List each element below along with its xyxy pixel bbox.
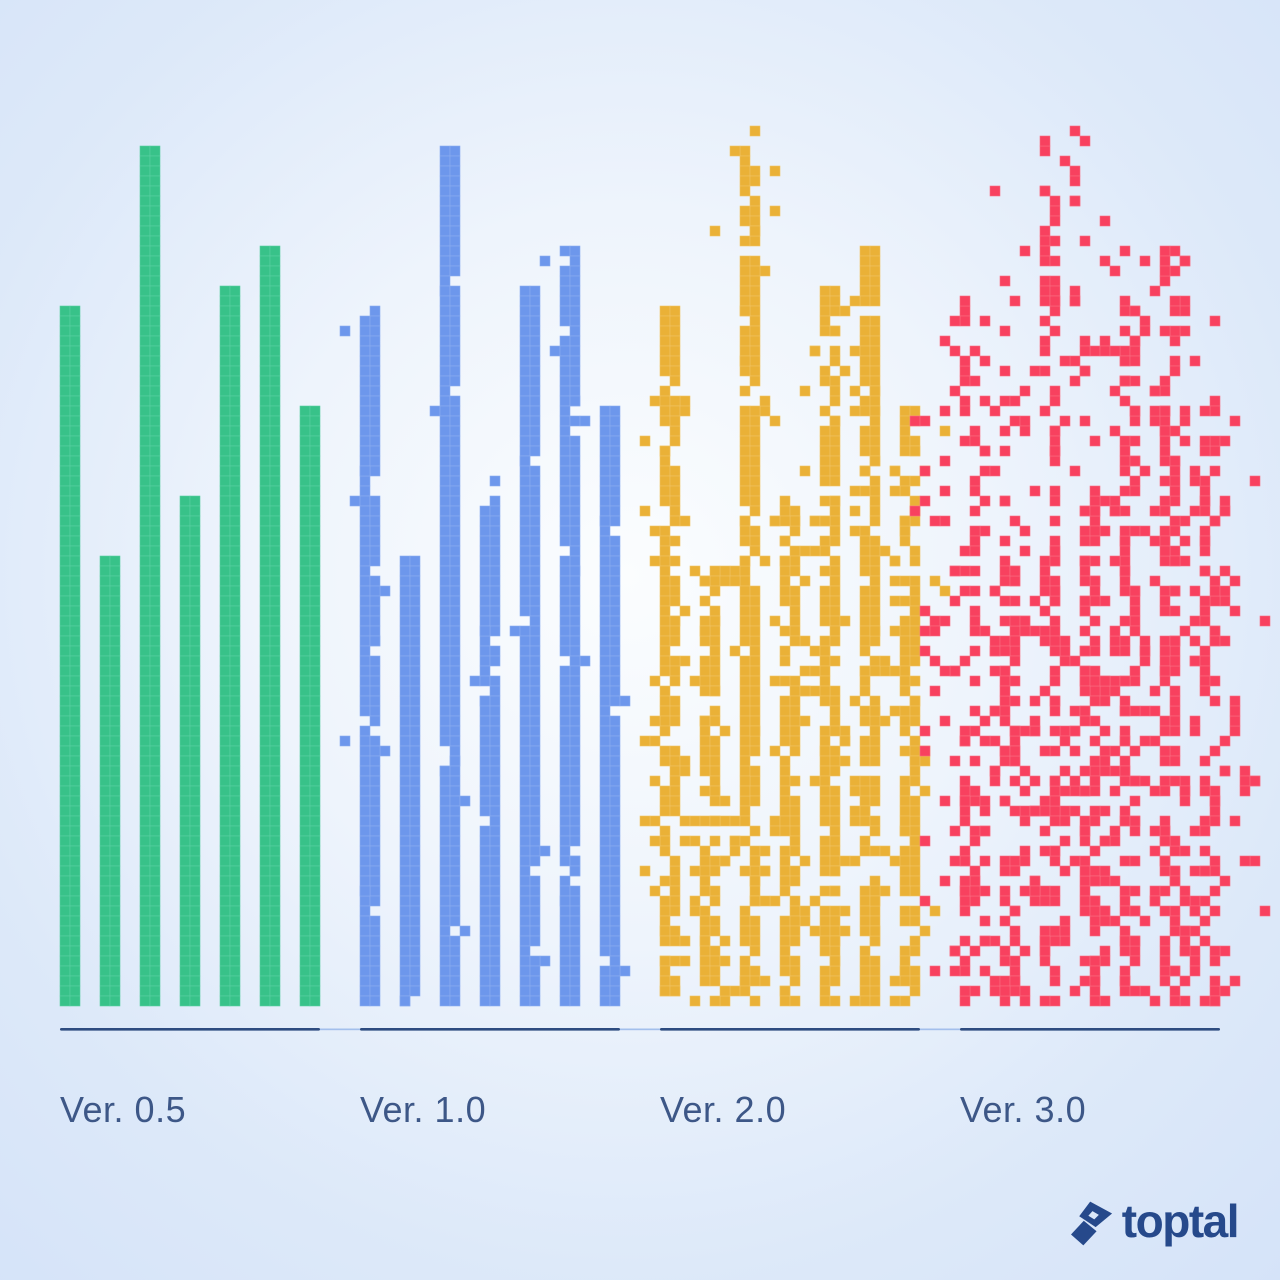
group-label-ver-0-5: Ver. 0.5 [60,1089,187,1130]
group-label-ver-3-0: Ver. 3.0 [960,1089,1087,1130]
group-label-ver-2-0: Ver. 2.0 [660,1089,787,1130]
group-label-ver-1-0: Ver. 1.0 [360,1089,487,1130]
toptal-logo-text: toptal [1121,1195,1240,1247]
toptal-logo: toptal [1070,1195,1240,1247]
toptal-logo-icon [1070,1201,1112,1245]
